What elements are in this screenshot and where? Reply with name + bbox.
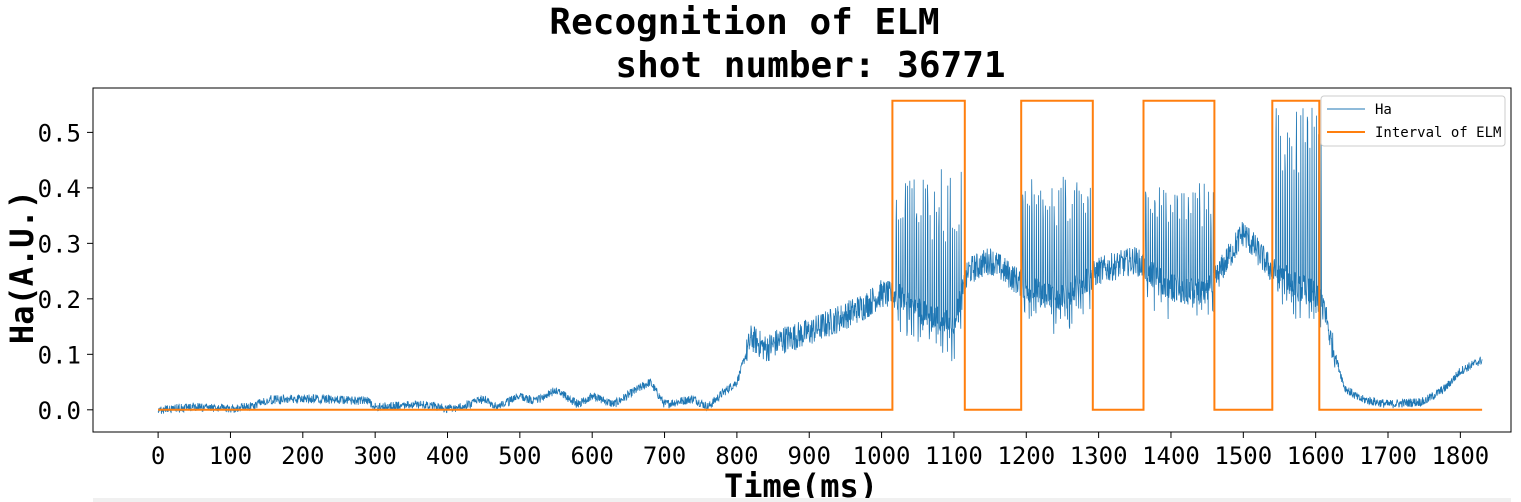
x-tick-label: 1600: [1287, 442, 1345, 470]
chart-subtitle: shot number: 36771: [615, 45, 1006, 86]
x-axis-label: Time(ms): [724, 467, 878, 502]
y-tick-label: 0.4: [38, 175, 81, 203]
x-axis: 0 100 200 300 400 500 600 700 800 900 1000 1100 1200…: [151, 432, 1489, 470]
x-tick-label: 200: [281, 442, 324, 470]
x-tick-label: 1300: [1070, 442, 1128, 470]
y-tick-label: 0.0: [38, 397, 81, 425]
x-tick-label: 800: [715, 442, 758, 470]
x-tick-label: 1700: [1359, 442, 1417, 470]
y-tick-label: 0.1: [38, 341, 81, 369]
x-tick-label: 0: [151, 442, 165, 470]
series-ha-line: [157, 107, 1483, 414]
x-tick-label: 100: [209, 442, 252, 470]
x-tick-label: 500: [498, 442, 541, 470]
series-elm-interval-line: [158, 99, 1483, 411]
x-tick-label: 900: [788, 442, 831, 470]
legend-label-ha: Ha: [1375, 102, 1392, 118]
x-tick-label: 1100: [925, 442, 983, 470]
y-tick-label: 0.3: [38, 230, 81, 258]
x-tick-label: 1500: [1214, 442, 1272, 470]
x-tick-label: 600: [571, 442, 614, 470]
y-tick-label: 0.5: [38, 119, 81, 147]
series-layer: [157, 99, 1483, 414]
x-tick-label: 1800: [1431, 442, 1489, 470]
chart-title: Recognition of ELM: [549, 2, 940, 43]
x-tick-label: 700: [643, 442, 686, 470]
legend: Ha Interval of ELM: [1320, 95, 1506, 147]
x-tick-label: 1000: [853, 442, 911, 470]
x-tick-label: 1400: [1142, 442, 1200, 470]
y-axis: 0.0 0.1 0.2 0.3 0.4 0.5: [38, 119, 93, 425]
plot-area-frame: [92, 87, 1512, 433]
x-tick-label: 1200: [997, 442, 1055, 470]
x-tick-label: 300: [353, 442, 396, 470]
legend-box: [1320, 95, 1506, 147]
legend-label-elm-interval: Interval of ELM: [1375, 125, 1501, 141]
x-tick-label: 400: [426, 442, 469, 470]
bottom-strip: [93, 498, 1511, 502]
y-tick-label: 0.2: [38, 286, 81, 314]
y-axis-label: Ha(A.U.): [3, 190, 41, 344]
